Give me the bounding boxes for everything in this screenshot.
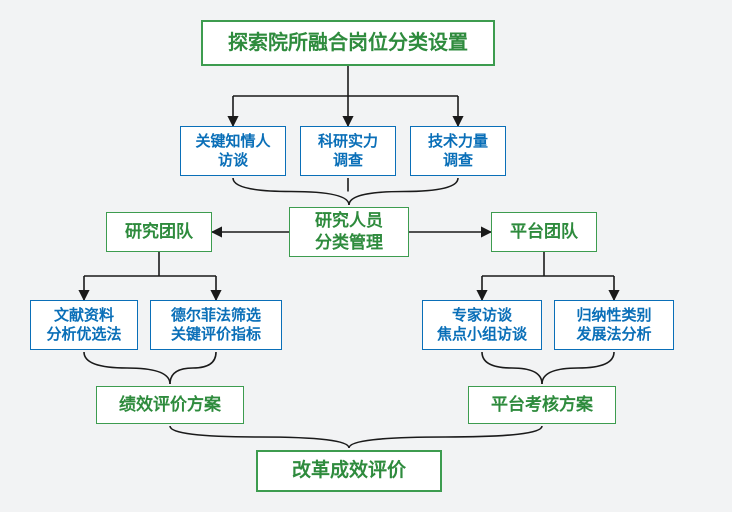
node-label: 探索院所融合岗位分类设置 xyxy=(228,30,468,56)
node-n4: 技术力量 调查 xyxy=(410,126,506,176)
node-label: 技术力量 调查 xyxy=(428,132,488,171)
node-label: 绩效评价方案 xyxy=(119,394,221,416)
node-n8: 文献资料 分析优选法 xyxy=(30,300,138,350)
node-n14: 改革成效评价 xyxy=(256,450,442,492)
node-label: 平台团队 xyxy=(510,221,578,243)
node-n9: 德尔菲法筛选 关键评价指标 xyxy=(150,300,282,350)
node-n11: 归纳性类别 发展法分析 xyxy=(554,300,674,350)
node-n6: 研究团队 xyxy=(106,212,212,252)
node-n2: 关键知情人 访谈 xyxy=(180,126,286,176)
node-label: 研究人员 分类管理 xyxy=(315,210,383,254)
node-label: 研究团队 xyxy=(125,221,193,243)
node-n10: 专家访谈 焦点小组访谈 xyxy=(422,300,542,350)
node-n12: 绩效评价方案 xyxy=(96,386,244,424)
node-n5: 研究人员 分类管理 xyxy=(289,207,409,257)
node-label: 关键知情人 访谈 xyxy=(195,132,270,171)
node-label: 专家访谈 焦点小组访谈 xyxy=(437,306,527,345)
node-label: 德尔菲法筛选 关键评价指标 xyxy=(171,306,261,345)
node-label: 平台考核方案 xyxy=(491,394,593,416)
node-n13: 平台考核方案 xyxy=(468,386,616,424)
node-n3: 科研实力 调查 xyxy=(300,126,396,176)
flowchart-canvas: 探索院所融合岗位分类设置关键知情人 访谈 科研实力 调查 技术力量 调查研究人员 分… xyxy=(0,0,732,512)
node-label: 科研实力 调查 xyxy=(318,132,378,171)
node-label: 文献资料 分析优选法 xyxy=(46,306,121,345)
node-label: 改革成效评价 xyxy=(292,459,406,484)
node-n7: 平台团队 xyxy=(491,212,597,252)
node-n1: 探索院所融合岗位分类设置 xyxy=(201,20,495,66)
node-label: 归纳性类别 发展法分析 xyxy=(576,306,651,345)
